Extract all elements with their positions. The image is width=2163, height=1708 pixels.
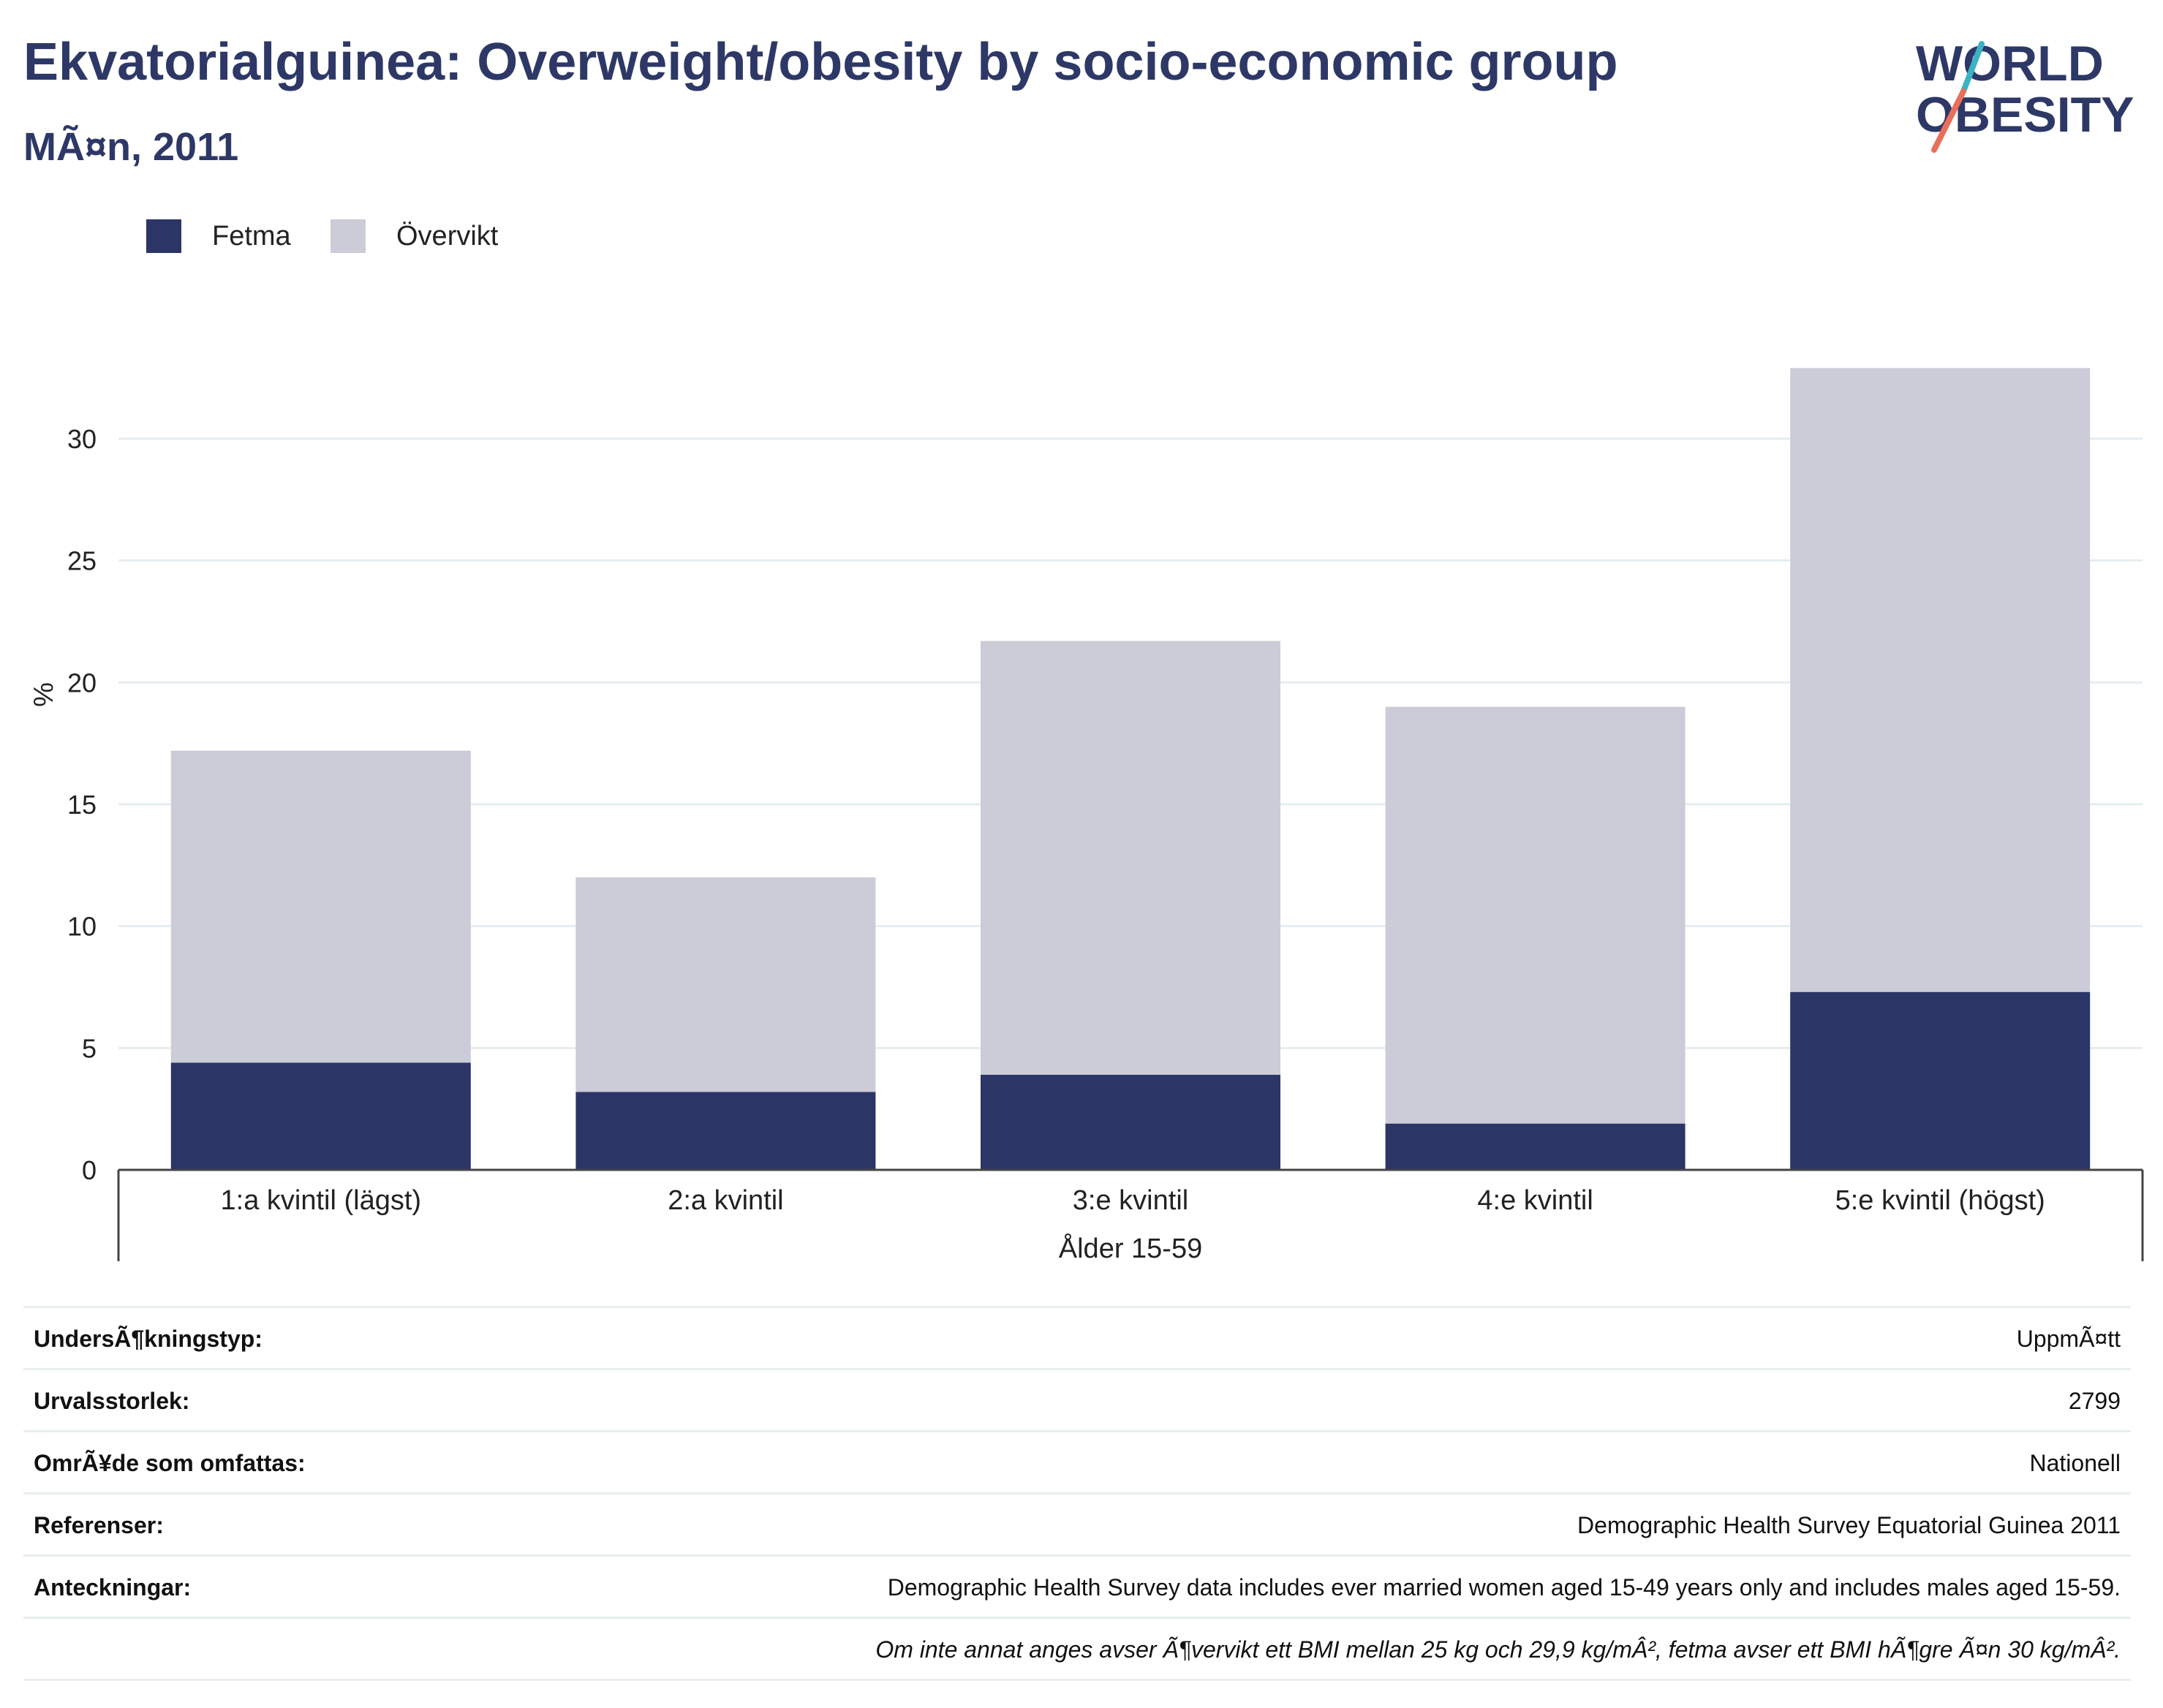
info-row-definition: Om inte annat anges avser Ã¶vervikt ett … [23,1617,2131,1681]
info-row-survey-type: UndersÃ¶kningstyp: UppmÃ¤tt [23,1306,2131,1368]
logo-accent-teal [1960,41,1985,94]
axis-labels: 0 5 10 15 20 25 30 1:a kvintil (lägst) 2:a kvint… [29,424,2045,1264]
y-tick-label: 15 [67,790,97,820]
world-obesity-logo: WORLD OBESITY [1916,36,2134,153]
info-label: UndersÃ¶kningstyp: [34,1326,263,1352]
legend-swatch-fetma [146,219,181,253]
axes [117,1168,2144,1261]
bar-fetma [575,1092,876,1170]
bar-overvikt [1790,368,2091,992]
page-title: Ekvatorialguinea: Overweight/obesity by … [23,33,1618,91]
logo-line1: WORLD [1916,36,2104,91]
bar-chart: 0 5 10 15 20 25 30 1:a kvintil (lägst) 2:a kvint… [29,368,2144,1264]
y-tick-label: 0 [82,1155,97,1185]
y-tick-label: 30 [67,424,97,454]
x-axis-label: Ålder 15-59 [1059,1232,1202,1264]
bar-overvikt [981,640,1280,1075]
info-label: Referenser: [34,1512,164,1538]
info-label: OmrÃ¥de som omfattas: [34,1450,306,1476]
bar-fetma [170,1062,471,1170]
info-value: Demographic Health Survey data includes … [887,1574,2121,1601]
y-tick-label: 20 [67,668,97,698]
bar-overvikt [575,877,876,1092]
legend-label-fetma: Fetma [212,221,291,252]
info-value: 2799 [2068,1388,2121,1414]
info-row-notes: Anteckningar: Demographic Health Survey … [23,1554,2131,1617]
bar-fetma [981,1075,1280,1170]
y-tick-label: 10 [67,912,97,942]
bars [170,368,2091,1170]
legend-label-overvikt: Övervikt [396,221,499,252]
y-tick-label: 25 [67,546,97,576]
info-label: Anteckningar: [34,1574,192,1601]
x-category-label: 1:a kvintil (lägst) [221,1185,422,1216]
info-value: UppmÃ¤tt [2016,1326,2121,1352]
x-category-label: 4:e kvintil [1477,1185,1593,1216]
info-row-area: OmrÃ¥de som omfattas: Nationell [23,1430,2131,1492]
page-subtitle: MÃ¤n, 2011 [23,125,239,169]
info-label: Urvalsstorlek: [34,1388,190,1414]
info-value: Demographic Health Survey Equatorial Gui… [1577,1512,2121,1538]
x-category-label: 2:a kvintil [668,1185,783,1216]
info-value: Nationell [2029,1450,2121,1476]
legend-swatch-overvikt [331,219,366,253]
x-category-label: 3:e kvintil [1073,1185,1188,1216]
info-value: Om inte annat anges avser Ã¶vervikt ett … [875,1636,2121,1663]
bar-overvikt [170,750,471,1063]
logo-accent-red [1931,88,1966,153]
bar-fetma [1385,1123,1686,1170]
y-axis-label: % [29,682,59,707]
info-table: UndersÃ¶kningstyp: UppmÃ¤tt Urvalsstorle… [23,1306,2131,1681]
y-tick-label: 5 [82,1033,97,1063]
info-row-references: Referenser: Demographic Health Survey Eq… [23,1492,2131,1554]
bar-overvikt [1385,706,1686,1124]
bar-fetma [1790,991,2091,1170]
x-category-label: 5:e kvintil (högst) [1835,1185,2045,1216]
info-row-sample-size: Urvalsstorlek: 2799 [23,1368,2131,1430]
